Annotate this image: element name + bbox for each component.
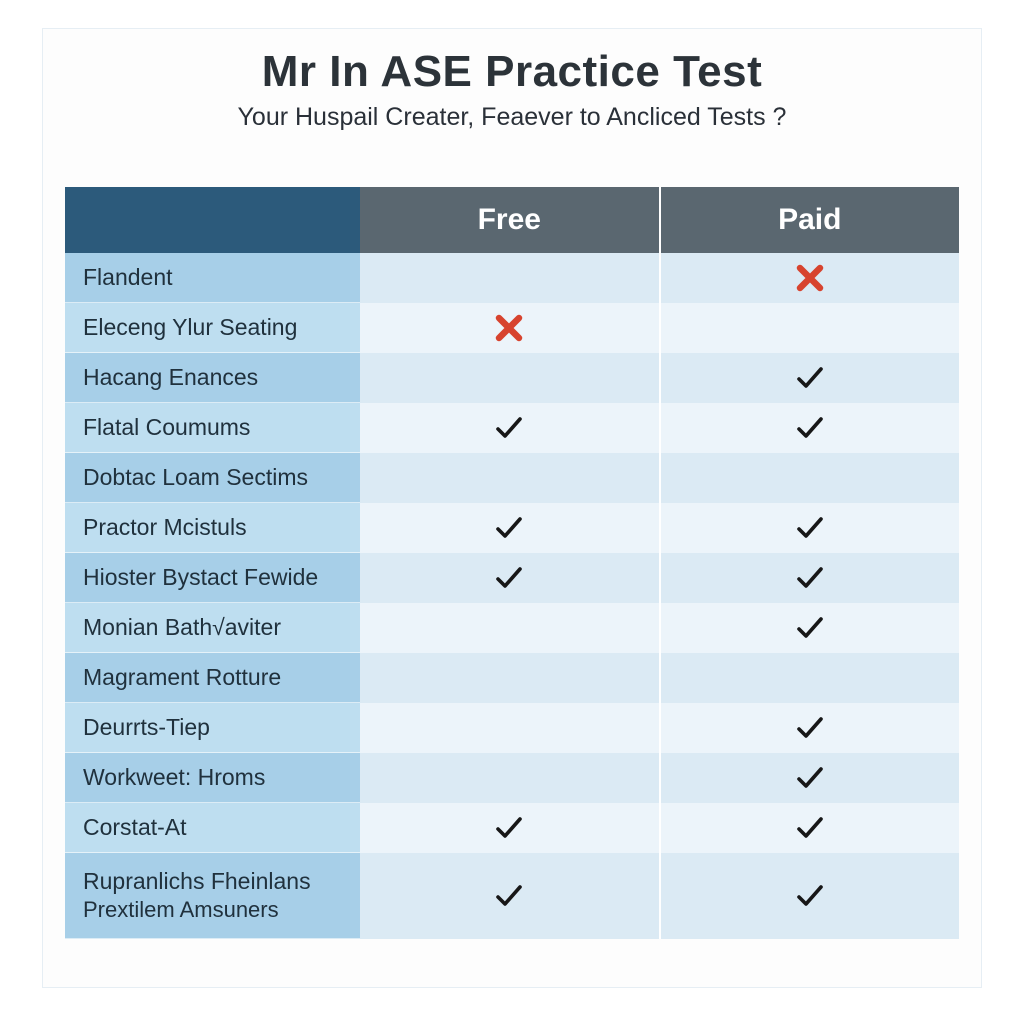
feature-label: Dobtac Loam Sectims	[65, 453, 360, 503]
free-cell	[360, 703, 659, 753]
check-icon	[494, 413, 524, 443]
check-icon	[795, 413, 825, 443]
feature-label: Flatal Coumums	[65, 403, 360, 453]
free-cell	[360, 853, 659, 939]
cross-icon	[795, 263, 825, 293]
free-cell	[360, 553, 659, 603]
table-row: Corstat-At	[65, 803, 959, 853]
table-row: Magrament Rotture	[65, 653, 959, 703]
cross-icon	[494, 313, 524, 343]
feature-label: Hioster Bystact Fewide	[65, 553, 360, 603]
free-cell	[360, 503, 659, 553]
feature-label: Magrament Rotture	[65, 653, 360, 703]
paid-cell	[659, 853, 960, 939]
check-icon	[795, 363, 825, 393]
table-row: Deurrts-Tiep	[65, 703, 959, 753]
paid-cell	[659, 303, 960, 353]
feature-label: Monian Bath√aviter	[65, 603, 360, 653]
free-cell	[360, 303, 659, 353]
table-row: Eleceng Ylur Seating	[65, 303, 959, 353]
paid-cell	[659, 453, 960, 503]
column-header-free: Free	[360, 187, 659, 253]
free-cell	[360, 353, 659, 403]
free-cell	[360, 453, 659, 503]
check-icon	[494, 813, 524, 843]
free-cell	[360, 803, 659, 853]
page-subtitle: Your Huspail Creater, Feaever to Anclice…	[43, 103, 981, 132]
feature-label: Rupranlichs Fheinlans Prextilem Amsuners	[65, 853, 360, 939]
check-icon	[795, 713, 825, 743]
column-header-paid: Paid	[659, 187, 960, 253]
table-header-row: Free Paid	[65, 187, 959, 253]
table-row: Flatal Coumums	[65, 403, 959, 453]
feature-label: Eleceng Ylur Seating	[65, 303, 360, 353]
free-cell	[360, 603, 659, 653]
table-row: Flandent	[65, 253, 959, 303]
table-row: Workweet: Hroms	[65, 753, 959, 803]
table-row: Practor Mcistuls	[65, 503, 959, 553]
check-icon	[494, 563, 524, 593]
paid-cell	[659, 703, 960, 753]
feature-label-line1: Rupranlichs Fheinlans	[83, 868, 311, 894]
feature-label: Workweet: Hroms	[65, 753, 360, 803]
table-row: Monian Bath√aviter	[65, 603, 959, 653]
header-empty-cell	[65, 187, 360, 253]
free-cell	[360, 653, 659, 703]
page-title: Mr In ASE Practice Test	[43, 47, 981, 97]
paid-cell	[659, 503, 960, 553]
check-icon	[795, 763, 825, 793]
check-icon	[795, 563, 825, 593]
free-cell	[360, 753, 659, 803]
comparison-card: Mr In ASE Practice Test Your Huspail Cre…	[42, 28, 982, 988]
check-icon	[795, 513, 825, 543]
comparison-table: Free Paid Flandent Eleceng Ylur Seating …	[65, 187, 959, 961]
table-row: Hioster Bystact Fewide	[65, 553, 959, 603]
check-icon	[795, 813, 825, 843]
table-row: Dobtac Loam Sectims	[65, 453, 959, 503]
paid-cell	[659, 803, 960, 853]
table-row: Hacang Enances	[65, 353, 959, 403]
feature-label: Deurrts-Tiep	[65, 703, 360, 753]
table-row: Rupranlichs Fheinlans Prextilem Amsuners	[65, 853, 959, 939]
feature-label: Flandent	[65, 253, 360, 303]
check-icon	[795, 613, 825, 643]
paid-cell	[659, 403, 960, 453]
paid-cell	[659, 553, 960, 603]
free-cell	[360, 403, 659, 453]
free-cell	[360, 253, 659, 303]
paid-cell	[659, 653, 960, 703]
paid-cell	[659, 603, 960, 653]
feature-label-line2: Prextilem Amsuners	[83, 897, 311, 923]
feature-label: Corstat-At	[65, 803, 360, 853]
paid-cell	[659, 253, 960, 303]
feature-label: Practor Mcistuls	[65, 503, 360, 553]
paid-cell	[659, 753, 960, 803]
check-icon	[494, 513, 524, 543]
paid-cell	[659, 353, 960, 403]
check-icon	[494, 881, 524, 911]
check-icon	[795, 881, 825, 911]
feature-label: Hacang Enances	[65, 353, 360, 403]
